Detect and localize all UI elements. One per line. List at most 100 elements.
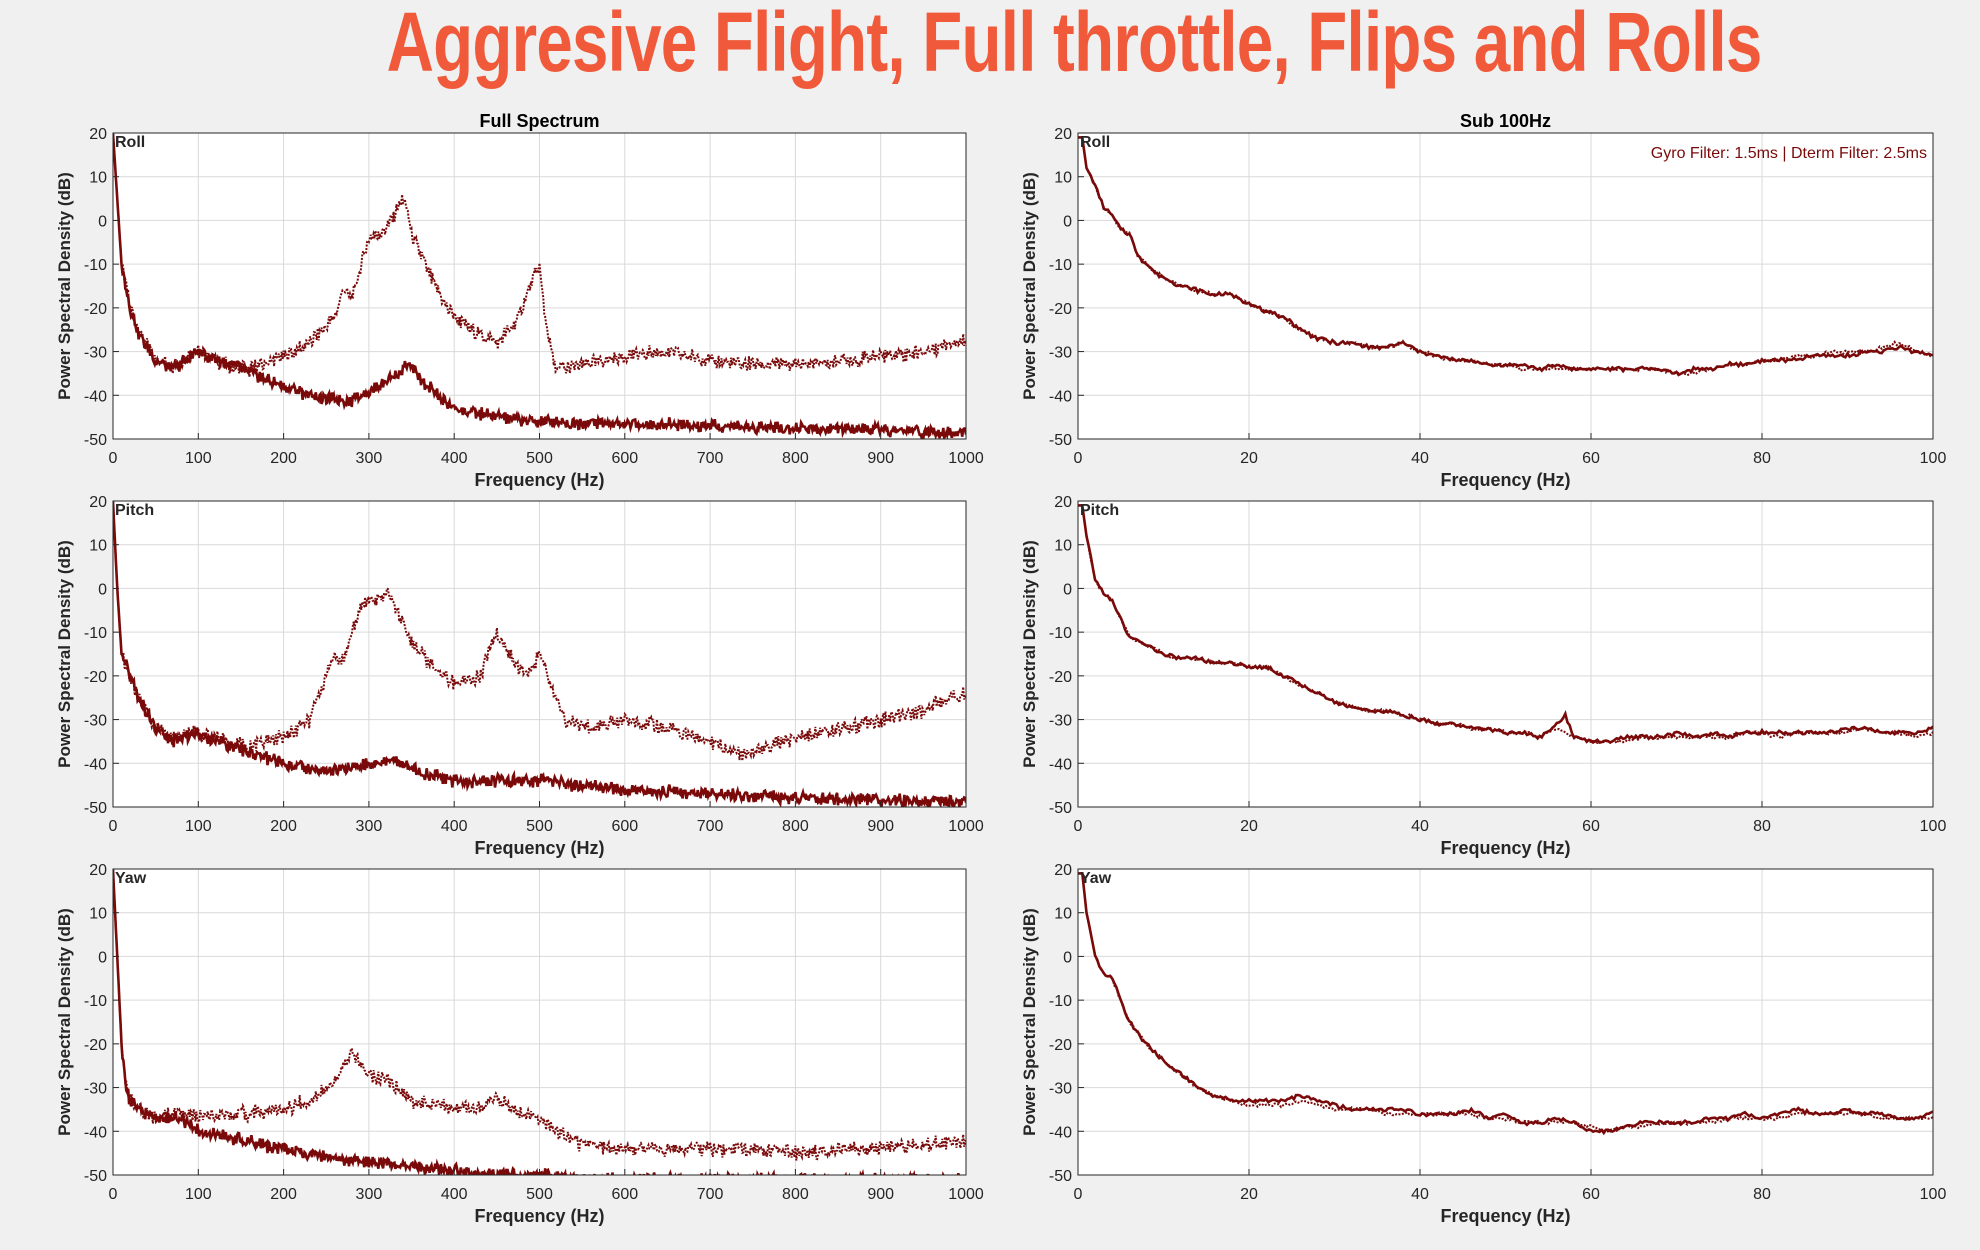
x-tick-label: 60 (1582, 1186, 1600, 1203)
y-tick-label: -40 (84, 756, 107, 773)
axes-box (1077, 500, 1934, 808)
x-axis-label: Frequency (Hz) (1440, 1206, 1570, 1226)
x-tick-label: 100 (1920, 450, 1947, 467)
y-tick-label: 20 (1054, 494, 1072, 511)
panel-label: Yaw (1080, 870, 1112, 887)
y-tick-label: -50 (84, 432, 107, 449)
y-tick-label: 10 (89, 538, 107, 555)
panel-label: Roll (1080, 134, 1110, 151)
x-tick-label: 100 (1920, 818, 1947, 835)
y-tick-label: 0 (1063, 213, 1072, 230)
x-tick-label: 0 (1074, 818, 1083, 835)
x-tick-label: 0 (109, 1186, 118, 1203)
x-tick-label: 200 (270, 818, 297, 835)
chart-pitch-sub100: 0 20 40 60 80 100 -50 -40 -30 -20 -10 0 10 20 Frequenc… (1020, 494, 1946, 858)
y-axis-label: Power Spectral Density (dB) (55, 172, 74, 400)
x-tick-label: 600 (611, 450, 638, 467)
chart-yaw-full: 0 100 200 300 400 500 600 700 800 900 1000-50-40-3… (55, 862, 984, 1226)
page-title: Aggresive Flight, Full throttle, Flips a… (386, 0, 1763, 89)
series-dotted-line (113, 869, 966, 1162)
series-dotted-line (113, 501, 966, 761)
x-tick-label: 900 (867, 818, 894, 835)
series-solid-line (113, 133, 966, 439)
y-tick-label: 0 (1063, 949, 1072, 966)
y-tick-label: 10 (1054, 170, 1072, 187)
x-tick-label: 600 (611, 818, 638, 835)
chart-yaw-sub100: 0 20 40 60 80 100 -50 -40 -30 -20 -10 0 10 20 Frequenc… (1020, 862, 1946, 1226)
y-tick-label: -10 (1049, 625, 1072, 642)
y-tick-label: 20 (89, 126, 107, 143)
y-tick-label: 0 (1063, 581, 1072, 598)
y-tick-label: -20 (84, 669, 107, 686)
y-tick-label: -10 (1049, 993, 1072, 1010)
y-tick-label: -50 (1049, 432, 1072, 449)
y-tick-label: -20 (1049, 1037, 1072, 1054)
x-tick-label: 500 (526, 1186, 553, 1203)
axes-box (1077, 868, 1934, 1176)
x-tick-label: 100 (185, 450, 212, 467)
x-tick-label: 100 (1920, 1186, 1947, 1203)
y-tick-label: -20 (1049, 301, 1072, 318)
x-tick-label: 60 (1582, 818, 1600, 835)
x-axis-label: Frequency (Hz) (1440, 838, 1570, 858)
x-tick-label: 800 (782, 818, 809, 835)
x-tick-label: 40 (1411, 818, 1429, 835)
y-tick-label: -40 (1049, 1124, 1072, 1141)
plot-area (1078, 869, 1933, 1175)
x-tick-label: 20 (1240, 1186, 1258, 1203)
plot-area (1078, 501, 1933, 807)
x-tick-label: 800 (782, 450, 809, 467)
y-axis-label: Power Spectral Density (dB) (55, 908, 74, 1136)
x-tick-label: 300 (356, 450, 383, 467)
series-dotted-line (113, 133, 966, 378)
x-tick-label: 800 (782, 1186, 809, 1203)
column-title: Sub 100Hz (1460, 111, 1551, 131)
x-tick-label: 400 (441, 818, 468, 835)
y-tick-label: -50 (84, 1168, 107, 1185)
x-tick-label: 700 (697, 818, 724, 835)
x-tick-label: 900 (867, 1186, 894, 1203)
x-tick-label: 300 (356, 1186, 383, 1203)
x-tick-label: 20 (1240, 450, 1258, 467)
y-tick-label: -40 (84, 388, 107, 405)
x-tick-label: 40 (1411, 1186, 1429, 1203)
series-dotted-line (1078, 504, 1933, 745)
x-tick-label: 100 (185, 818, 212, 835)
y-axis-label: Power Spectral Density (dB) (1020, 908, 1039, 1136)
y-tick-label: -10 (1049, 257, 1072, 274)
x-tick-label: 0 (109, 450, 118, 467)
y-tick-label: -50 (84, 800, 107, 817)
y-tick-label: -50 (1049, 1168, 1072, 1185)
x-tick-label: 60 (1582, 450, 1600, 467)
y-tick-label: -40 (84, 1124, 107, 1141)
series-solid-line (113, 501, 966, 807)
y-tick-label: 20 (1054, 126, 1072, 143)
x-tick-label: 400 (441, 450, 468, 467)
series-dotted-line (1078, 136, 1933, 377)
x-tick-label: 400 (441, 1186, 468, 1203)
y-tick-label: 0 (98, 581, 107, 598)
y-tick-label: 20 (89, 862, 107, 879)
y-tick-label: 0 (98, 213, 107, 230)
panel-label: Roll (115, 134, 145, 151)
panel-label: Yaw (115, 870, 147, 887)
x-tick-label: 200 (270, 450, 297, 467)
x-tick-label: 700 (697, 450, 724, 467)
y-tick-label: -30 (84, 345, 107, 362)
x-tick-label: 20 (1240, 818, 1258, 835)
axes-box (1077, 132, 1934, 440)
x-tick-label: 1000 (948, 818, 984, 835)
column-title: Full Spectrum (479, 111, 599, 131)
x-tick-label: 300 (356, 818, 383, 835)
x-axis-label: Frequency (Hz) (474, 838, 604, 858)
panel-label: Pitch (1080, 502, 1119, 519)
x-tick-label: 0 (109, 818, 118, 835)
x-tick-label: 0 (1074, 1186, 1083, 1203)
y-tick-label: 20 (89, 494, 107, 511)
x-tick-label: 700 (697, 1186, 724, 1203)
y-tick-label: -20 (84, 1037, 107, 1054)
y-tick-label: 10 (1054, 906, 1072, 923)
x-axis-label: Frequency (Hz) (474, 470, 604, 490)
